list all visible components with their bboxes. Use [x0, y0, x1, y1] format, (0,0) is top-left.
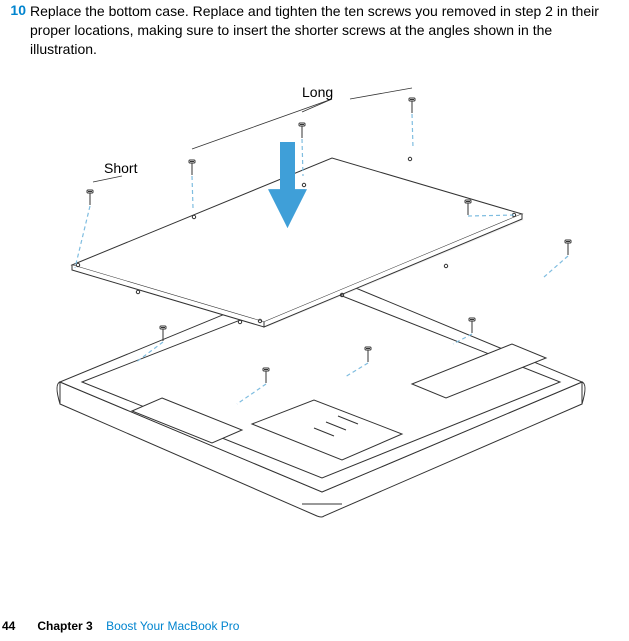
instruction-step: 10 Replace the bottom case. Replace and …	[4, 2, 611, 59]
page-footer: 44 Chapter 3 Boost Your MacBook Pro	[2, 619, 239, 633]
chapter-title: Boost Your MacBook Pro	[96, 619, 239, 633]
bottom-case-illustration: Long Short	[42, 82, 598, 560]
step-number: 10	[4, 2, 30, 18]
page-number: 44	[2, 619, 15, 633]
chapter-label: Chapter 3	[37, 619, 92, 633]
label-short: Short	[104, 160, 137, 176]
label-long: Long	[302, 84, 333, 100]
step-text: Replace the bottom case. Replace and tig…	[30, 2, 611, 59]
diagram-svg	[42, 82, 598, 560]
